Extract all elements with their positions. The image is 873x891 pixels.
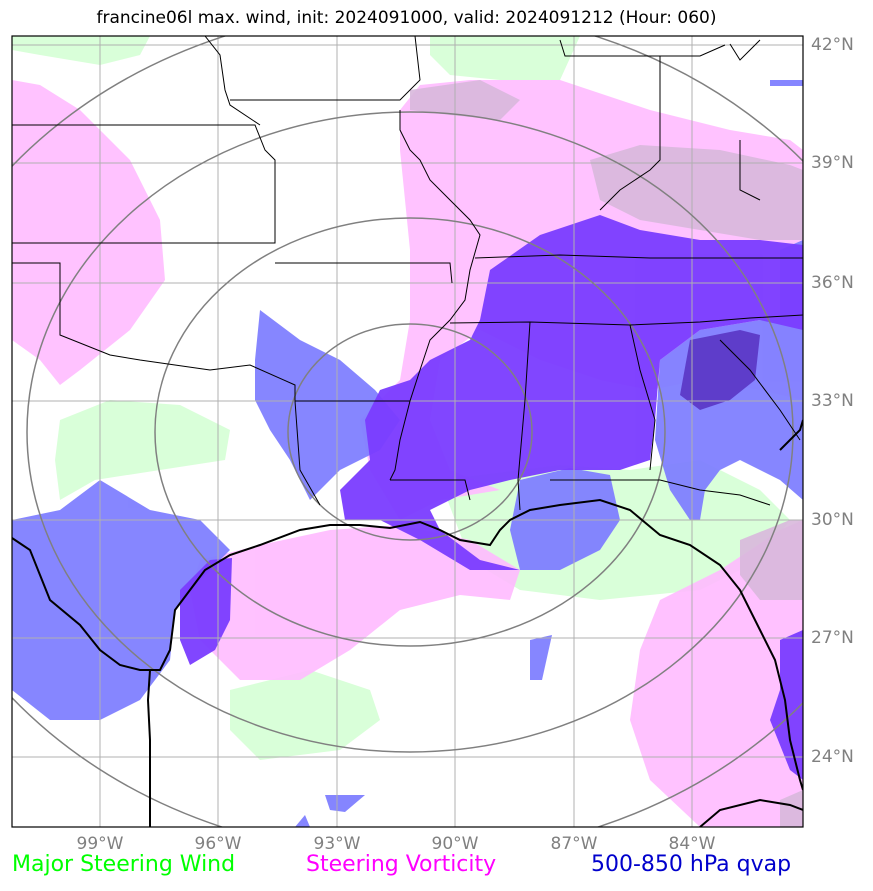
lat-label-27n: 27°N: [811, 628, 854, 648]
lon-label-84w: 84°W: [668, 834, 716, 854]
distance-rings: [12, 36, 803, 827]
legend-steering-wind: Major Steering Wind: [12, 852, 236, 877]
lon-label-93w: 93°W: [313, 834, 361, 854]
lon-label-90w: 90°W: [431, 834, 479, 854]
state-borders: [12, 36, 803, 511]
lon-label-87w: 87°W: [550, 834, 598, 854]
qvap-light-areas: [12, 80, 803, 827]
legend-qvap: 500-850 hPa qvap: [591, 852, 792, 877]
lat-label-24n: 24°N: [811, 747, 854, 767]
map-title: francine06l max. wind, init: 2024091000,…: [96, 8, 717, 28]
lat-label-36n: 36°N: [811, 273, 854, 293]
graticule: [12, 36, 803, 827]
lon-label-96w: 96°W: [194, 834, 242, 854]
lat-label-30n: 30°N: [811, 510, 854, 530]
lon-label-99w: 99°W: [76, 834, 124, 854]
lat-label-33n: 33°N: [811, 391, 854, 411]
coastline: [12, 419, 803, 827]
lat-label-42n: 42°N: [811, 35, 854, 55]
lat-label-39n: 39°N: [811, 153, 854, 173]
overlap-areas: [410, 80, 803, 827]
map-frame: [11, 35, 804, 828]
legend-steering-vorticity: Steering Vorticity: [306, 852, 497, 877]
